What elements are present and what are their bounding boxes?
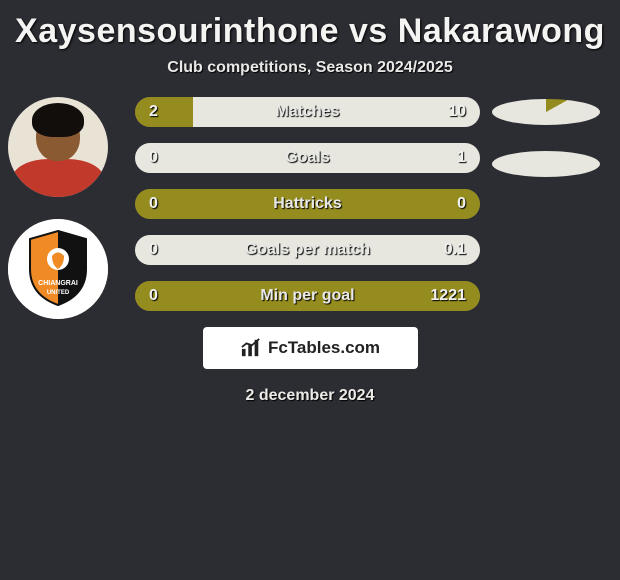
comparison-card: Xaysensourinthone vs Nakarawong Club com… <box>0 0 620 405</box>
svg-text:UNITED: UNITED <box>47 290 70 296</box>
pie-ellipse <box>492 151 600 177</box>
svg-text:CHIANGRAI: CHIANGRAI <box>38 280 78 287</box>
brand-badge[interactable]: FcTables.com <box>203 327 418 369</box>
player2-club-badge: CHIANGRAI UNITED <box>8 219 108 319</box>
stat-label: Matches <box>135 97 480 127</box>
stat-row: 01221Min per goal <box>135 281 480 311</box>
avatar-shirt <box>12 159 104 197</box>
stat-row: 01Goals <box>135 143 480 173</box>
pie-column <box>492 97 610 203</box>
player1-avatar <box>8 97 108 197</box>
stat-label: Min per goal <box>135 281 480 311</box>
avatars-column: CHIANGRAI UNITED <box>8 97 118 341</box>
page-title: Xaysensourinthone vs Nakarawong <box>0 8 620 59</box>
content-area: CHIANGRAI UNITED 210Matches 01Goals 00Hatt… <box>0 97 620 311</box>
avatar-hair <box>32 103 84 137</box>
stat-row: 00.1Goals per match <box>135 235 480 265</box>
stat-row: 00Hattricks <box>135 189 480 219</box>
chart-icon <box>240 338 262 358</box>
pie-ellipse <box>492 99 600 125</box>
subtitle: Club competitions, Season 2024/2025 <box>0 59 620 97</box>
stat-bars: 210Matches 01Goals 00Hattricks 00.1Goals pe… <box>135 97 480 311</box>
shield-icon: CHIANGRAI UNITED <box>26 229 90 307</box>
stat-label: Hattricks <box>135 189 480 219</box>
stat-row: 210Matches <box>135 97 480 127</box>
stat-label: Goals per match <box>135 235 480 265</box>
brand-text: FcTables.com <box>268 338 380 358</box>
stat-label: Goals <box>135 143 480 173</box>
date-text: 2 december 2024 <box>0 387 620 405</box>
